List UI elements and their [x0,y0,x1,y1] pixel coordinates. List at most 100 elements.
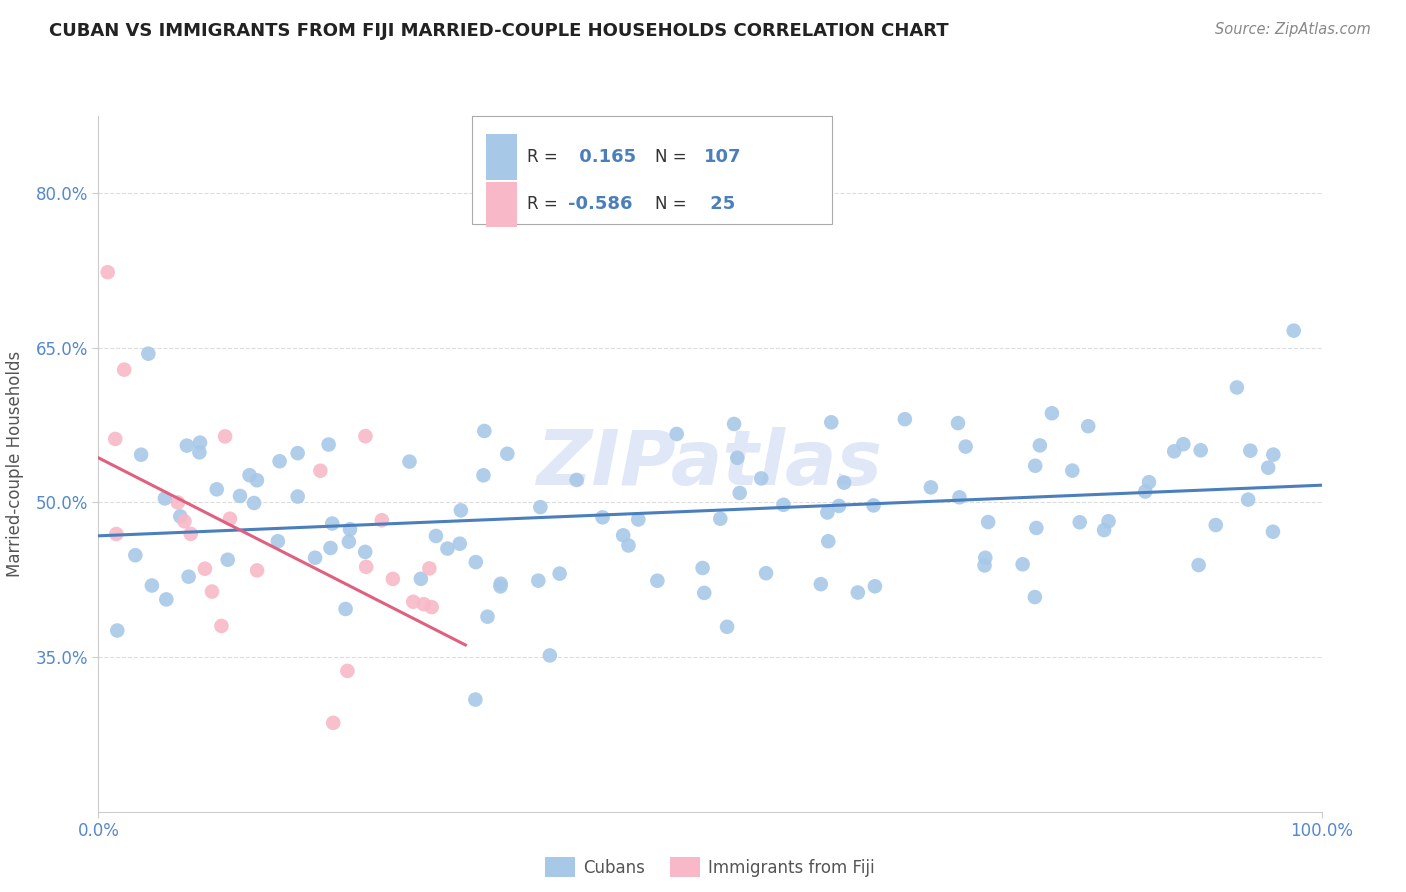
Point [977,515,1000,529]
Point [155,592,177,607]
Point [1024,590,1046,604]
Point [1011,558,1033,572]
Point [693,586,716,600]
Point [169,509,191,524]
Point [238,468,260,483]
Point [339,522,361,536]
Point [709,512,731,526]
Point [322,715,344,730]
Point [665,427,688,442]
Point [973,558,995,573]
Point [229,489,252,503]
Point [267,534,290,549]
Point [723,417,745,431]
Point [728,486,751,500]
Point [309,464,332,478]
Point [304,550,326,565]
Point [287,490,309,504]
Point [472,468,495,483]
Point [336,664,359,678]
Point [449,537,471,551]
Point [425,529,447,543]
Text: N =: N = [655,195,692,213]
Point [97,265,120,279]
Point [321,516,343,531]
Point [412,597,434,611]
Point [725,450,748,465]
Point [1069,516,1091,530]
Point [477,609,499,624]
Point [894,412,917,426]
Point [141,578,163,592]
Point [612,528,634,542]
Point [398,454,420,468]
Point [617,538,640,552]
Point [565,473,588,487]
Point [1239,443,1261,458]
Point [219,512,242,526]
Point [472,424,495,438]
Point [337,534,360,549]
Point [243,496,266,510]
Text: 25: 25 [704,195,735,213]
Point [188,435,211,450]
Point [1226,380,1249,394]
Point [319,541,342,555]
Point [194,562,217,576]
Point [104,432,127,446]
Legend: Cubans, Immigrants from Fiji: Cubans, Immigrants from Fiji [538,851,882,883]
Point [105,527,128,541]
Point [496,447,519,461]
Point [529,500,551,515]
Point [214,429,236,443]
Point [1257,460,1279,475]
Point [180,527,202,541]
Point [371,513,394,527]
Point [538,648,561,663]
Point [815,506,838,520]
Point [1062,464,1084,478]
Point [692,561,714,575]
Point [647,574,669,588]
FancyBboxPatch shape [471,116,832,224]
Text: 0.165: 0.165 [574,148,636,166]
Point [749,471,772,485]
Point [1187,558,1209,572]
Point [955,440,977,454]
Point [1261,524,1284,539]
Point [354,545,377,559]
Text: -0.586: -0.586 [568,195,633,213]
Point [810,577,832,591]
Y-axis label: Married-couple Households: Married-couple Households [7,351,24,577]
Text: N =: N = [655,148,692,166]
Text: R =: R = [526,195,562,213]
Point [846,585,869,599]
Point [772,498,794,512]
Point [627,512,650,526]
Point [176,439,198,453]
Point [420,600,443,615]
Text: Source: ZipAtlas.com: Source: ZipAtlas.com [1215,22,1371,37]
Point [974,550,997,565]
Point [1137,475,1160,490]
Point [1025,521,1047,535]
Point [269,454,291,468]
Point [1040,406,1063,420]
Point [124,548,146,562]
FancyBboxPatch shape [486,182,517,227]
Text: 107: 107 [704,148,741,166]
Point [436,541,458,556]
Point [1205,518,1227,533]
Point [920,480,942,494]
Point [464,692,486,706]
Point [318,437,340,451]
Point [246,563,269,577]
Point [1163,444,1185,458]
Point [188,445,211,459]
Point [527,574,550,588]
Text: R =: R = [526,148,562,166]
Point [409,572,432,586]
Point [418,561,440,575]
Point [1092,523,1115,537]
Point [177,569,200,583]
